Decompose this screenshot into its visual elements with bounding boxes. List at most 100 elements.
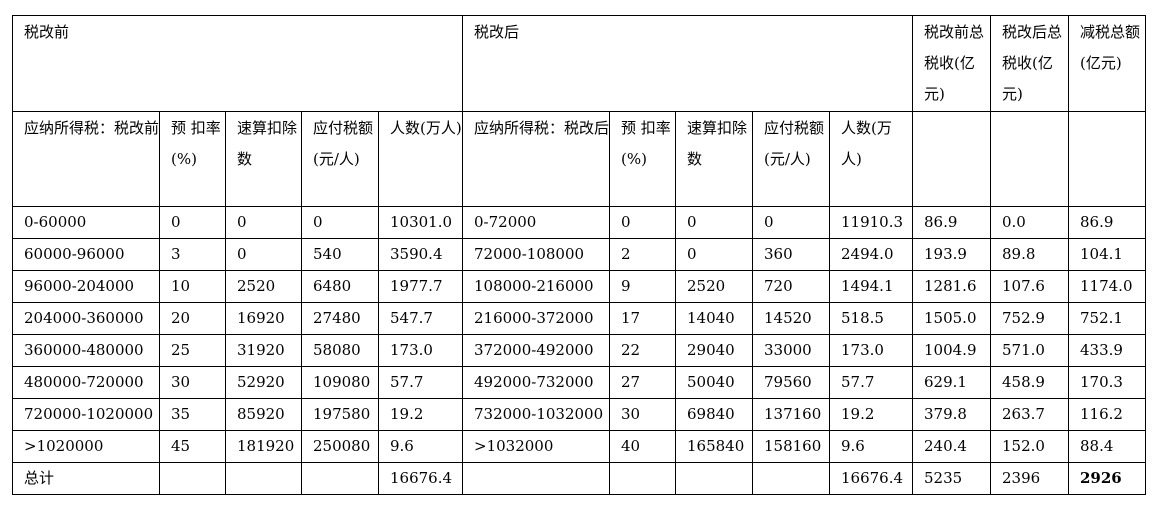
table-cell: 72000-108000 [462, 238, 610, 271]
table-cell: 480000-720000 [12, 366, 160, 399]
table-cell: 6480 [301, 270, 379, 303]
table-cell: 52920 [225, 366, 302, 399]
table-cell: 193.9 [912, 238, 991, 271]
table-cell: 263.7 [990, 398, 1069, 431]
table-cell: 9 [609, 270, 676, 303]
table-cell [675, 462, 753, 495]
table-cell: 10301.0 [378, 206, 463, 239]
table-cell: 1004.9 [912, 334, 991, 367]
table-row: 204000-360000 20 16920 27480 547.7 216000-372… [12, 302, 1146, 335]
table-cell: 492000-732000 [462, 366, 610, 399]
col-header: 预 扣率(%) [609, 111, 676, 207]
table-cell: 79560 [752, 366, 830, 399]
table-cell: 0 [225, 206, 302, 239]
col-header: 应纳所得税：税改后 [462, 111, 610, 207]
table-cell: 88.4 [1068, 430, 1146, 463]
table-cell: 0 [225, 238, 302, 271]
table-cell: 17 [609, 302, 676, 335]
table-cell [301, 462, 379, 495]
table-cell: 86.9 [1068, 206, 1146, 239]
table-cell: 0 [675, 238, 753, 271]
table-cell: 571.0 [990, 334, 1069, 367]
table-cell: 60000-96000 [12, 238, 160, 271]
table-cell: 1174.0 [1068, 270, 1146, 303]
table-cell: 1494.1 [829, 270, 913, 303]
table-cell: 433.9 [1068, 334, 1146, 367]
table-cell [752, 462, 830, 495]
table-cell: 0 [159, 206, 226, 239]
table-cell: 29040 [675, 334, 753, 367]
table-cell: 30 [159, 366, 226, 399]
table-cell: 85920 [225, 398, 302, 431]
col-header: 人数(万人) [378, 111, 463, 207]
table-cell: 1505.0 [912, 302, 991, 335]
header-total-after: 税改后总税收(亿元) [990, 15, 1069, 112]
table-cell: 14040 [675, 302, 753, 335]
table-cell: 109080 [301, 366, 379, 399]
col-header: 应付税额(元/人) [301, 111, 379, 207]
table-cell: 10 [159, 270, 226, 303]
table-cell: 57.7 [378, 366, 463, 399]
table-cell: 50040 [675, 366, 753, 399]
table-cell: 173.0 [829, 334, 913, 367]
table-cell: 250080 [301, 430, 379, 463]
table-cell: 204000-360000 [12, 302, 160, 335]
header-after: 税改后 [462, 15, 913, 112]
table-cell [225, 462, 302, 495]
table-cell: 137160 [752, 398, 830, 431]
table-cell: 58080 [301, 334, 379, 367]
table-cell: 89.8 [990, 238, 1069, 271]
table-cell: 0 [609, 206, 676, 239]
group-header-row: 税改前 税改后 税改前总税收(亿元) 税改后总税收(亿元) 减税总额(亿元) [12, 15, 1146, 112]
table-cell: 1281.6 [912, 270, 991, 303]
table-cell: 27 [609, 366, 676, 399]
table-cell: 27480 [301, 302, 379, 335]
col-header: 应付税额(元/人) [752, 111, 830, 207]
table-cell: 0 [301, 206, 379, 239]
table-cell: 379.8 [912, 398, 991, 431]
table-cell: 0 [675, 206, 753, 239]
table-cell: 360000-480000 [12, 334, 160, 367]
table-cell: 629.1 [912, 366, 991, 399]
table-cell: 732000-1032000 [462, 398, 610, 431]
table-cell: 总计 [12, 462, 160, 495]
table-row: 720000-1020000 35 85920 197580 19.2 732000-10… [12, 398, 1146, 431]
table-cell: 16676.4 [378, 462, 463, 495]
table-cell: 0 [752, 206, 830, 239]
empty-cell [912, 111, 991, 207]
table-cell [609, 462, 676, 495]
table-cell: 152.0 [990, 430, 1069, 463]
table-cell: 35 [159, 398, 226, 431]
total-row: 总计 16676.4 16676.4 5235 2396 2926 [12, 462, 1146, 495]
table-cell: 9.6 [378, 430, 463, 463]
column-header-row: 应纳所得税：税改前 预 扣率(%) 速算扣除数 应付税额(元/人) 人数(万人)… [12, 111, 1146, 207]
table-cell: 158160 [752, 430, 830, 463]
table-cell: 2 [609, 238, 676, 271]
table-row: >1020000 45 181920 250080 9.6 >1032000 40 16584… [12, 430, 1146, 463]
empty-cell [990, 111, 1069, 207]
col-header: 预 扣率(%) [159, 111, 226, 207]
table-cell [462, 462, 610, 495]
table-cell: 33000 [752, 334, 830, 367]
table-cell: 173.0 [378, 334, 463, 367]
table-cell: 11910.3 [829, 206, 913, 239]
table-cell: 14520 [752, 302, 830, 335]
table-cell: 547.7 [378, 302, 463, 335]
table-cell: 16676.4 [829, 462, 913, 495]
table-cell: 360 [752, 238, 830, 271]
table-row: 480000-720000 30 52920 109080 57.7 492000-732… [12, 366, 1146, 399]
table-cell: >1020000 [12, 430, 160, 463]
table-cell: 2926 [1068, 462, 1146, 495]
table-cell: 104.1 [1068, 238, 1146, 271]
table-cell: 20 [159, 302, 226, 335]
table-cell: 86.9 [912, 206, 991, 239]
table-cell: 16920 [225, 302, 302, 335]
header-before: 税改前 [12, 15, 463, 112]
table-cell: 197580 [301, 398, 379, 431]
table-cell: 170.3 [1068, 366, 1146, 399]
table-cell: 1977.7 [378, 270, 463, 303]
table-cell: 107.6 [990, 270, 1069, 303]
table-cell: 96000-204000 [12, 270, 160, 303]
table-cell: 2396 [990, 462, 1069, 495]
table-cell: 518.5 [829, 302, 913, 335]
